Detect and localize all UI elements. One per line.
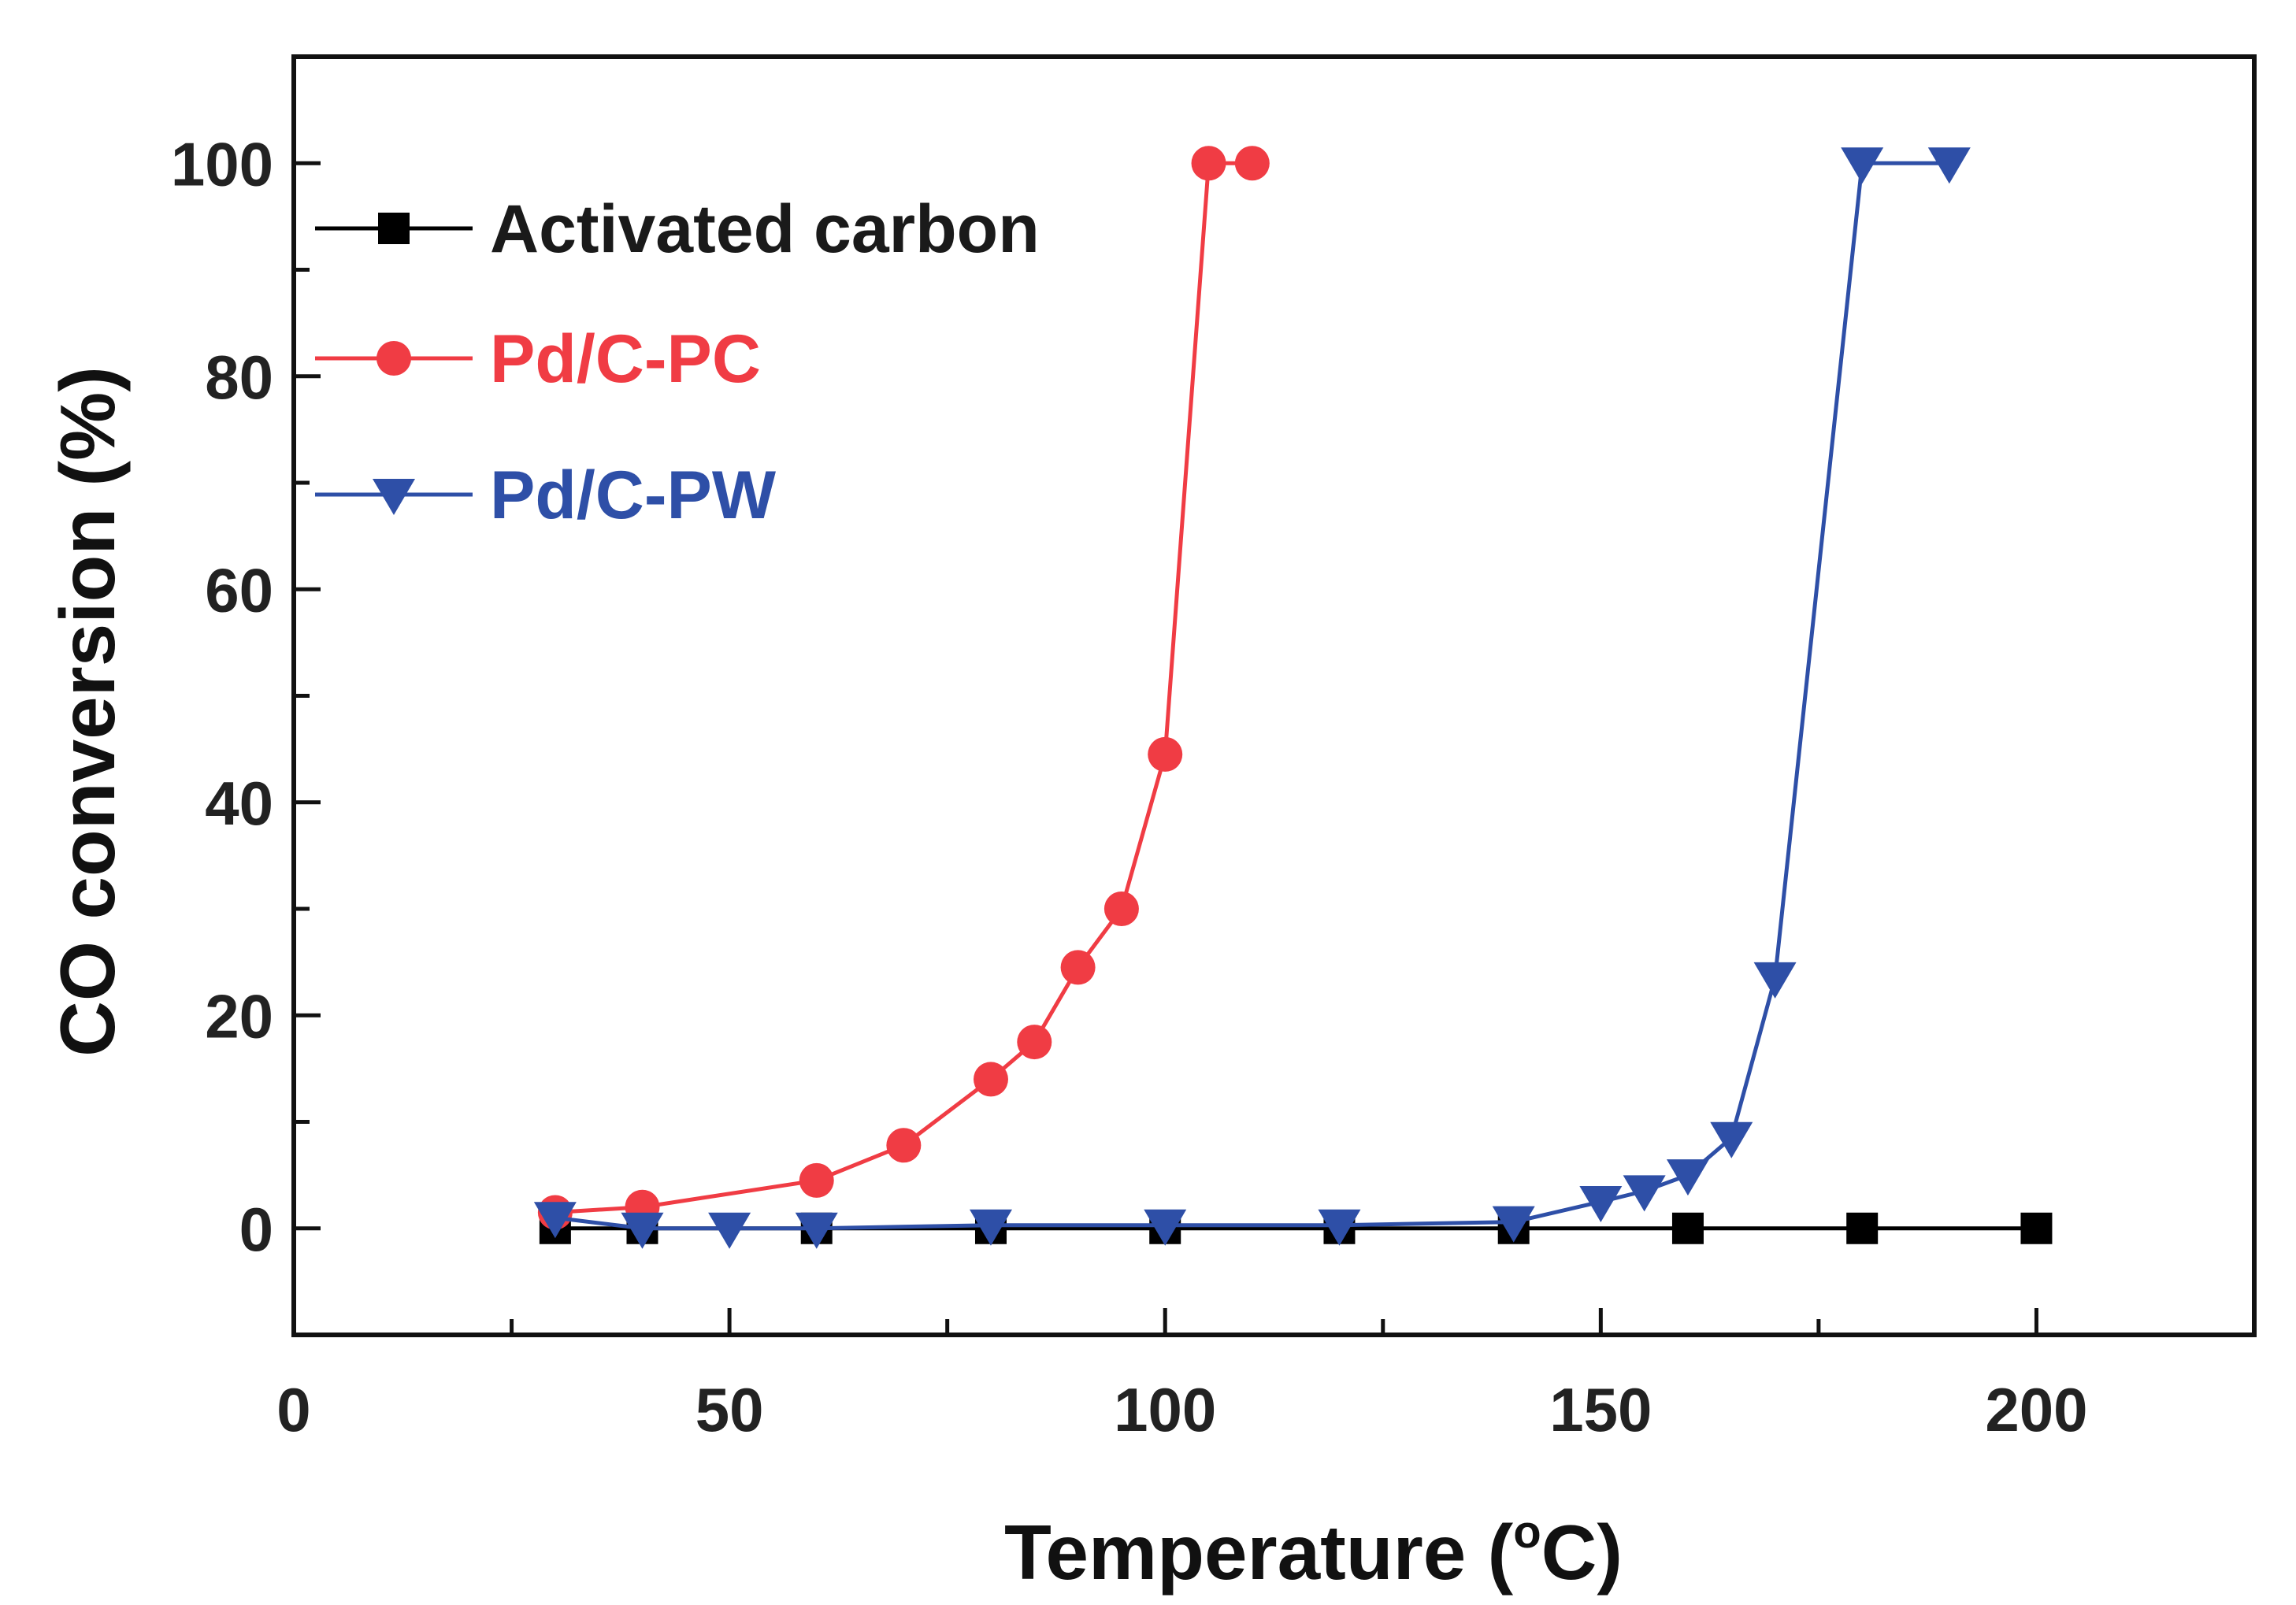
data-point bbox=[1148, 736, 1183, 772]
data-point bbox=[795, 1212, 838, 1249]
data-point bbox=[1191, 146, 1226, 181]
x-axis-unit: C) bbox=[1541, 1509, 1623, 1596]
data-point bbox=[1671, 1212, 1704, 1244]
data-point bbox=[1144, 1209, 1187, 1246]
y-tick-label: 40 bbox=[205, 769, 273, 838]
legend-label: Pd/C-PC bbox=[490, 321, 761, 397]
data-point bbox=[886, 1128, 922, 1163]
data-point bbox=[1753, 962, 1797, 999]
y-axis-title: CO conversion (%) bbox=[44, 366, 131, 1057]
data-point bbox=[1103, 891, 1139, 926]
x-axis-title: Temperature (oC) bbox=[1004, 1507, 1623, 1596]
series-pd-c-pw bbox=[533, 147, 1971, 1249]
data-point bbox=[1710, 1121, 1753, 1158]
data-point bbox=[1841, 147, 1884, 184]
legend-item-activated-carbon: Activated carbon bbox=[315, 191, 1040, 267]
data-point bbox=[2020, 1212, 2053, 1244]
x-tick-label: 0 bbox=[276, 1375, 310, 1444]
y-tick-label: 80 bbox=[205, 343, 273, 412]
legend-marker bbox=[376, 341, 411, 376]
data-point bbox=[1927, 147, 1971, 184]
x-axis-title-text: Temperature ( bbox=[1004, 1509, 1514, 1596]
data-point bbox=[1579, 1185, 1623, 1222]
legend-item-pd-c-pw: Pd/C-PW bbox=[315, 458, 777, 533]
legend-label: Pd/C-PW bbox=[490, 458, 777, 533]
y-tick-label: 60 bbox=[205, 555, 273, 625]
legend-label: Activated carbon bbox=[490, 191, 1040, 267]
data-point bbox=[1666, 1159, 1709, 1196]
y-tick-label: 20 bbox=[205, 981, 273, 1051]
x-tick-label: 100 bbox=[1114, 1375, 1216, 1444]
data-point bbox=[1318, 1209, 1361, 1246]
data-point bbox=[1017, 1025, 1052, 1060]
series-line bbox=[555, 161, 1949, 1231]
y-tick-label: 0 bbox=[239, 1195, 273, 1264]
x-tick-label: 150 bbox=[1549, 1375, 1652, 1444]
data-point bbox=[1060, 950, 1096, 985]
data-point bbox=[1234, 146, 1270, 181]
data-point bbox=[799, 1162, 834, 1198]
data-point bbox=[621, 1212, 664, 1249]
data-point bbox=[708, 1212, 751, 1249]
legend-item-pd-c-pc: Pd/C-PC bbox=[315, 321, 761, 397]
data-point bbox=[1492, 1206, 1535, 1243]
x-axis-degree-symbol: o bbox=[1513, 1507, 1541, 1558]
x-tick-label: 200 bbox=[1985, 1375, 2087, 1444]
data-point bbox=[973, 1062, 1008, 1097]
data-point bbox=[969, 1209, 1012, 1246]
series-pd-c-pc bbox=[537, 146, 1270, 1230]
data-point bbox=[1846, 1212, 1879, 1244]
y-tick-label: 100 bbox=[171, 129, 273, 198]
data-point bbox=[1623, 1175, 1666, 1212]
data-point bbox=[533, 1202, 577, 1239]
legend-marker bbox=[378, 213, 410, 244]
x-tick-label: 50 bbox=[695, 1375, 764, 1444]
legend-marker bbox=[373, 479, 415, 515]
